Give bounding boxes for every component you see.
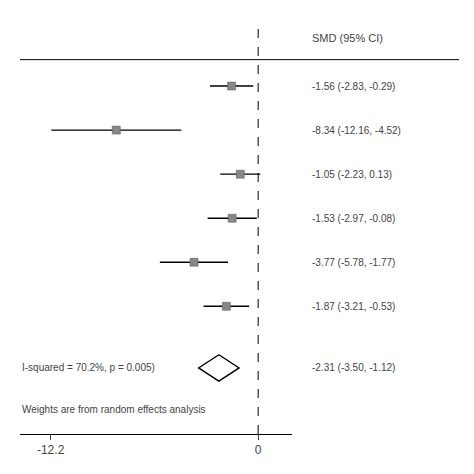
svg-text:-1.53 (-2.97, -0.08): -1.53 (-2.97, -0.08)	[312, 213, 395, 224]
svg-text:-3.77 (-5.78, -1.77): -3.77 (-5.78, -1.77)	[312, 257, 395, 268]
svg-text:-1.56 (-2.83, -0.29): -1.56 (-2.83, -0.29)	[312, 81, 395, 92]
svg-text:I-squared = 70.2%, p = 0.005): I-squared = 70.2%, p = 0.005)	[22, 362, 155, 373]
svg-text:0: 0	[255, 443, 262, 457]
svg-text:-1.05 (-2.23, 0.13): -1.05 (-2.23, 0.13)	[312, 169, 392, 180]
svg-text:-8.34 (-12.16, -4.52): -8.34 (-12.16, -4.52)	[312, 125, 401, 136]
svg-text:-2.31 (-3.50, -1.12): -2.31 (-3.50, -1.12)	[312, 362, 395, 373]
svg-text:-1.87 (-3.21, -0.53): -1.87 (-3.21, -0.53)	[312, 301, 395, 312]
svg-text:Weights are from random effect: Weights are from random effects analysis	[22, 404, 206, 415]
svg-text:SMD (95% CI): SMD (95% CI)	[312, 32, 383, 44]
svg-text:-12.2: -12.2	[37, 443, 65, 457]
